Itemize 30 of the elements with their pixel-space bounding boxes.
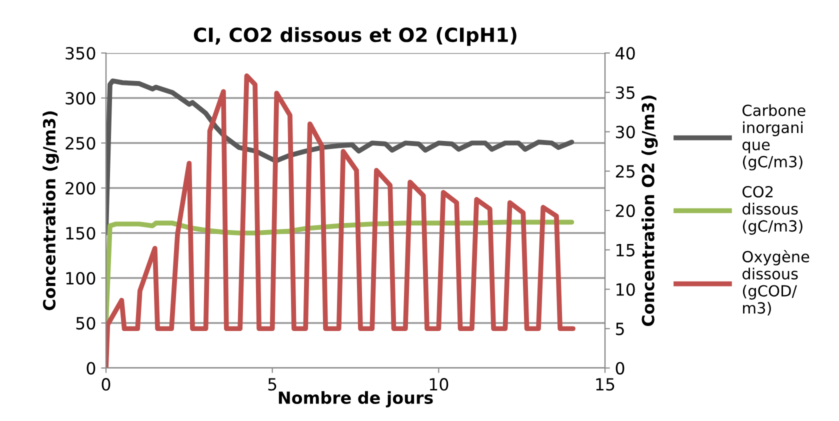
y2-tick-label: 5 xyxy=(616,322,624,336)
y2-tick-label: 10 xyxy=(616,283,635,296)
line-series xyxy=(106,78,574,236)
y2-tick-label: 25 xyxy=(616,165,634,178)
legend-label: Oxygène dissous (gCOD/ m3) xyxy=(742,250,810,316)
line-series xyxy=(106,73,576,368)
y-tick-label: 0 xyxy=(86,362,96,375)
y2-tick-label: 0 xyxy=(616,362,624,375)
y2-tick-label: 40 xyxy=(616,46,635,60)
y-tick-label: 100 xyxy=(66,272,96,285)
y2-axis-title: Concentration O2 (g/m3) xyxy=(641,96,658,326)
legend-label: Carbone inorgani que (gC/m3) xyxy=(742,104,806,170)
y2-tick-label: 20 xyxy=(616,204,635,218)
x-tick-label: 5 xyxy=(268,378,276,391)
y-tick-label: 300 xyxy=(66,92,96,105)
y-tick-label: 200 xyxy=(66,182,96,195)
y2-tick-label: 35 xyxy=(616,86,634,99)
y-tick-label: 350 xyxy=(66,46,96,60)
x-tick-label: 0 xyxy=(102,378,110,391)
chart-title: CI, CO2 dissous et O2 (CIpH1) xyxy=(194,27,516,46)
x-tick-label: 10 xyxy=(430,378,448,391)
y-axis-title: Concentration (g/m3) xyxy=(42,111,59,310)
x-tick-label: 15 xyxy=(596,378,614,391)
y-tick-label: 50 xyxy=(76,316,96,330)
x-axis-title: Nombre de jours xyxy=(278,391,433,408)
y-tick-label: 250 xyxy=(66,136,96,150)
y2-tick-label: 30 xyxy=(616,126,635,138)
legend-label: CO2 dissous (gC/m3) xyxy=(742,186,802,235)
y2-tick-label: 15 xyxy=(616,244,634,256)
y-tick-label: 150 xyxy=(66,226,96,240)
